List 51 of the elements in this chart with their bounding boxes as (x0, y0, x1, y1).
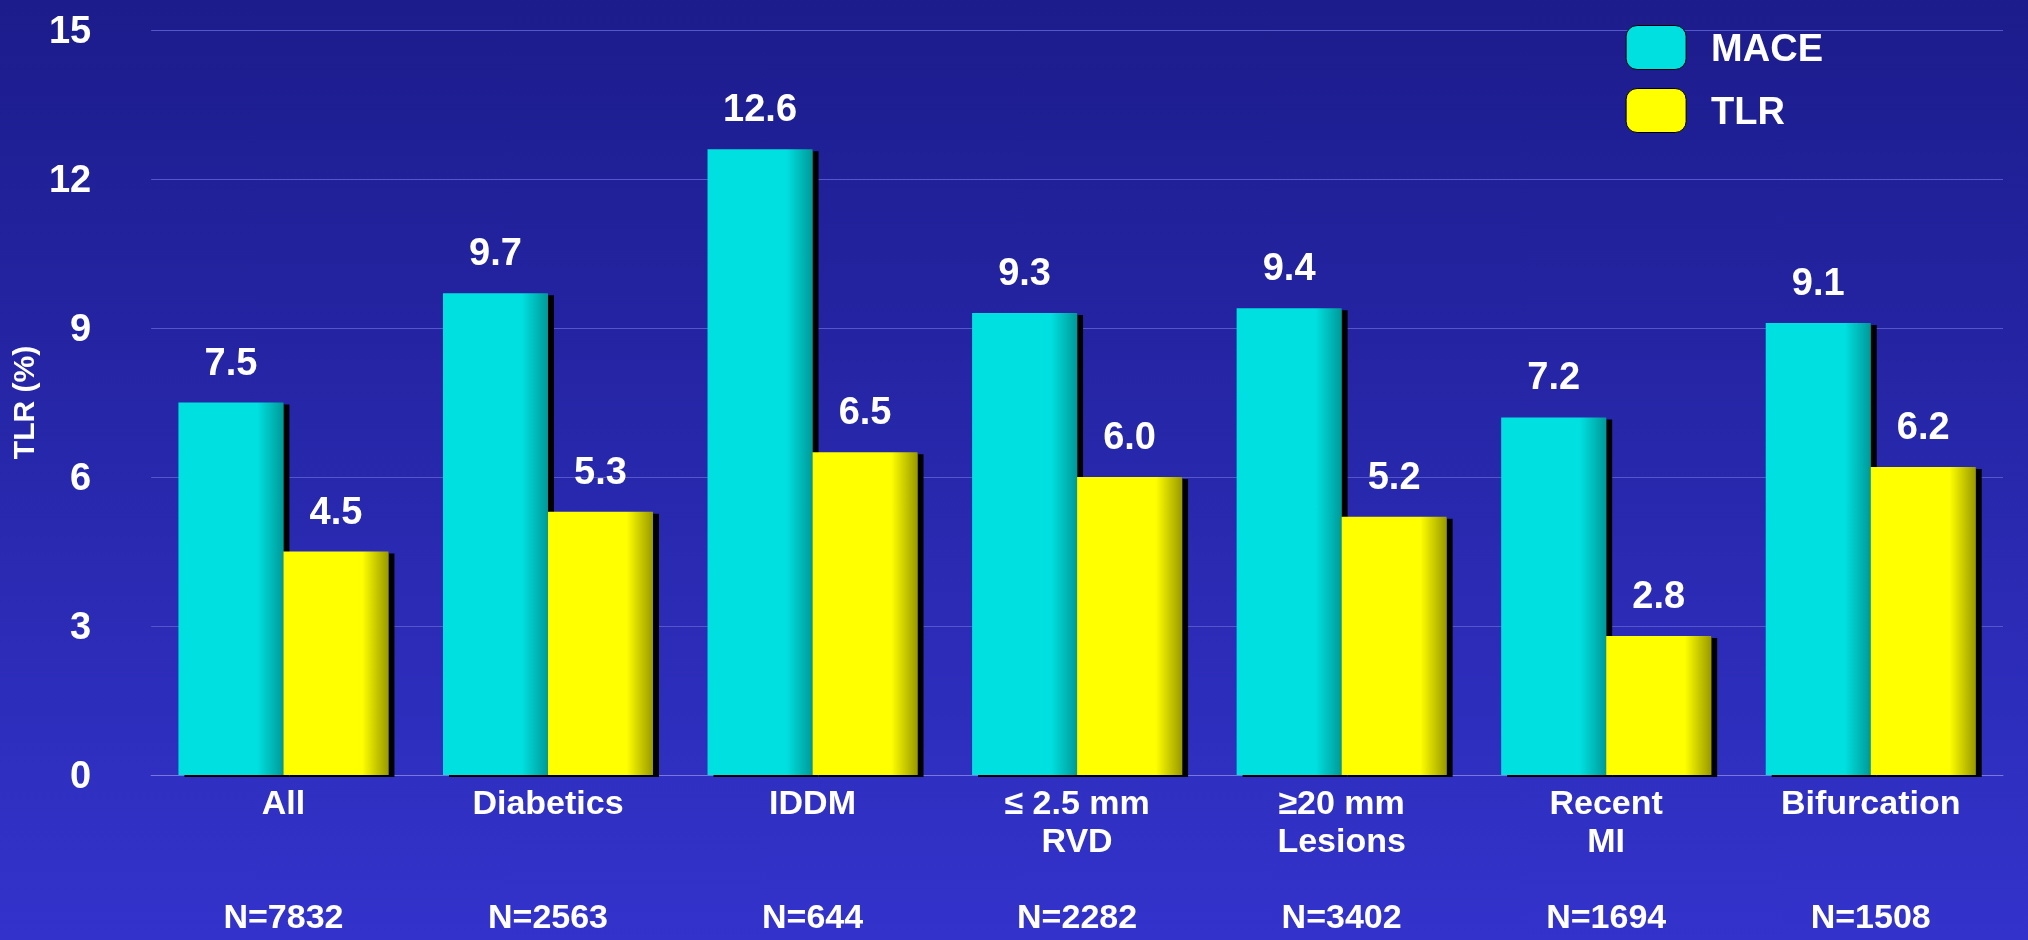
x-tick-label: Diabetics (472, 783, 624, 821)
data-label: 9.4 (1262, 246, 1316, 289)
data-label: 5.3 (574, 449, 627, 492)
bar (812, 452, 918, 775)
x-tick-label: Recent MI (1549, 783, 1663, 859)
data-label: 9.1 (1791, 261, 1845, 304)
text: N=644 (761, 897, 864, 935)
bar (1236, 308, 1342, 775)
bar (1341, 516, 1447, 775)
bar (1501, 417, 1607, 775)
text: N=1508 (1810, 897, 1931, 935)
data-label: 12.6 (723, 87, 798, 130)
legend-label: TLR (1711, 89, 1785, 132)
bar (1870, 467, 1976, 775)
data-label: 4.5 (309, 489, 363, 532)
bar (442, 293, 548, 775)
x-tick-label: IDDM (769, 783, 856, 821)
bar (283, 551, 389, 775)
data-label: 9.3 (998, 251, 1051, 294)
x-tick-label: Bifurcation (1781, 783, 1961, 821)
bar (178, 402, 284, 775)
text: N=2282 (1017, 897, 1138, 935)
legend-label: MACE (1711, 26, 1824, 69)
data-label: 2.8 (1632, 573, 1686, 616)
y-tick-label: 0 (70, 754, 92, 796)
bar (1765, 323, 1871, 775)
y-tick-label: 12 (48, 158, 92, 200)
data-label: 6.5 (838, 390, 892, 433)
y-tick-label: 9 (70, 307, 92, 349)
data-label: 7.2 (1527, 355, 1581, 398)
bar (547, 511, 653, 775)
text: N=3402 (1281, 897, 1402, 935)
data-label: 6.2 (1896, 405, 1950, 448)
bar (972, 313, 1078, 775)
data-label: 5.2 (1367, 454, 1421, 497)
text: N=2563 (487, 897, 609, 935)
bar (1606, 635, 1712, 775)
data-label: 9.7 (469, 231, 522, 274)
text: N=7832 (223, 897, 344, 935)
bar (1077, 477, 1183, 775)
data-label: 7.5 (204, 340, 258, 383)
y-axis-title: TLR (%) (6, 345, 40, 460)
x-tick-label: ≥20 mm Lesions (1277, 783, 1406, 859)
x-tick-label: All (261, 783, 306, 821)
y-tick-label: 6 (70, 456, 92, 498)
bar (707, 149, 813, 775)
y-tick-label: 3 (70, 605, 92, 647)
text: N=1694 (1546, 897, 1667, 935)
data-label: 6.0 (1103, 415, 1156, 457)
x-tick-label: ≤ 2.5 mm RVD (1004, 783, 1150, 859)
y-tick-label: 15 (48, 9, 92, 51)
